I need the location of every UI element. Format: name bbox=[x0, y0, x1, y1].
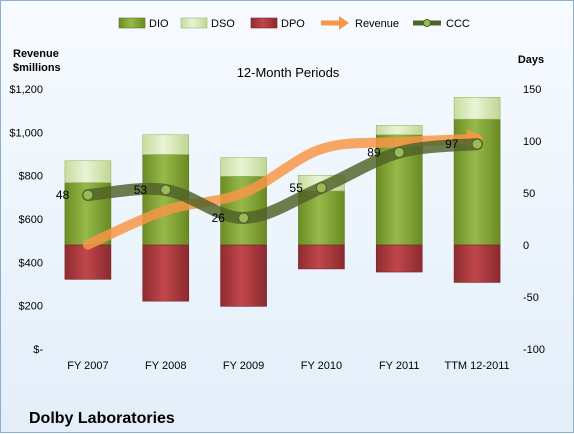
revenue-line bbox=[82, 133, 483, 250]
plot-area: 48 53 26 55 89 97 bbox=[56, 97, 501, 307]
ccc-point bbox=[238, 212, 250, 224]
legend-label: Revenue bbox=[355, 18, 399, 30]
left-tick-label: $1,200 bbox=[9, 84, 43, 96]
x-tick-label: FY 2007 bbox=[67, 360, 108, 372]
x-tick-label: FY 2010 bbox=[301, 360, 342, 372]
ccc-point bbox=[471, 138, 483, 150]
bar-dpo bbox=[298, 244, 345, 270]
company-name: Dolby Laboratories bbox=[29, 410, 175, 427]
right-tick-label: 50 bbox=[523, 188, 535, 200]
chart-title: 12-Month Periods bbox=[237, 65, 340, 80]
right-tick-label: 150 bbox=[523, 84, 541, 96]
legend-label: DPO bbox=[281, 18, 305, 30]
right-tick-label: 100 bbox=[523, 136, 541, 148]
ccc-data-label: 97 bbox=[445, 137, 459, 151]
x-tick-label: TTM 12-2011 bbox=[444, 360, 509, 372]
x-axis: FY 2007 FY 2008 FY 2009 FY 2010 FY 2011 TTM 1… bbox=[67, 360, 509, 372]
x-tick-label: FY 2011 bbox=[379, 360, 420, 372]
legend-swatch-dpo bbox=[250, 17, 278, 29]
left-tick-label: $800 bbox=[19, 171, 43, 183]
legend-swatch-dso bbox=[180, 17, 208, 29]
ccc-point bbox=[315, 182, 327, 194]
ccc-data-label: 55 bbox=[289, 181, 303, 195]
left-tick-label: $1,000 bbox=[9, 127, 43, 139]
bar-dso bbox=[375, 125, 423, 136]
bar-dpo bbox=[375, 244, 423, 273]
ccc-data-label: 89 bbox=[367, 145, 381, 159]
right-tick-label: -100 bbox=[523, 344, 545, 356]
right-axis-label: Days bbox=[518, 54, 544, 66]
ccc-data-label: 26 bbox=[212, 211, 226, 225]
bar-dso bbox=[64, 160, 112, 183]
legend-label: CCC bbox=[446, 18, 470, 30]
ccc-point bbox=[160, 184, 172, 196]
bar-dpo bbox=[64, 244, 112, 280]
bar-dso bbox=[220, 157, 267, 177]
bar-dpo bbox=[453, 244, 501, 283]
left-tick-label: $200 bbox=[19, 301, 43, 313]
left-tick-label: $600 bbox=[19, 214, 43, 226]
legend-arrowhead-revenue bbox=[339, 16, 349, 30]
legend-swatch-dio bbox=[118, 17, 146, 29]
left-axis-label-line1: Revenue bbox=[13, 48, 59, 60]
x-tick-label: FY 2009 bbox=[223, 360, 264, 372]
ccc-point bbox=[82, 189, 94, 201]
left-tick-label: $- bbox=[33, 344, 43, 356]
left-axis: $- $200 $400 $600 $800 $1,000 $1,200 bbox=[9, 84, 43, 356]
ccc-data-label: 53 bbox=[134, 183, 148, 197]
right-tick-label: -50 bbox=[523, 292, 539, 304]
bar-dpo bbox=[142, 244, 190, 302]
x-tick-label: FY 2008 bbox=[145, 360, 186, 372]
legend-marker-ccc bbox=[423, 19, 431, 27]
ccc-point bbox=[393, 146, 405, 158]
legend: DIO DSO DPO Revenue CCC bbox=[118, 16, 470, 30]
right-axis: -100 -50 0 50 100 150 bbox=[523, 84, 545, 356]
legend-label: DIO bbox=[149, 18, 169, 30]
legend-label: DSO bbox=[211, 18, 235, 30]
bar-dso bbox=[453, 97, 501, 120]
bar-dpo bbox=[220, 244, 267, 307]
ccc-data-label: 48 bbox=[56, 188, 70, 202]
left-tick-label: $400 bbox=[19, 257, 43, 269]
left-axis-label-line2: $millions bbox=[13, 62, 61, 74]
right-tick-label: 0 bbox=[523, 240, 529, 252]
bar-dso bbox=[142, 134, 190, 155]
